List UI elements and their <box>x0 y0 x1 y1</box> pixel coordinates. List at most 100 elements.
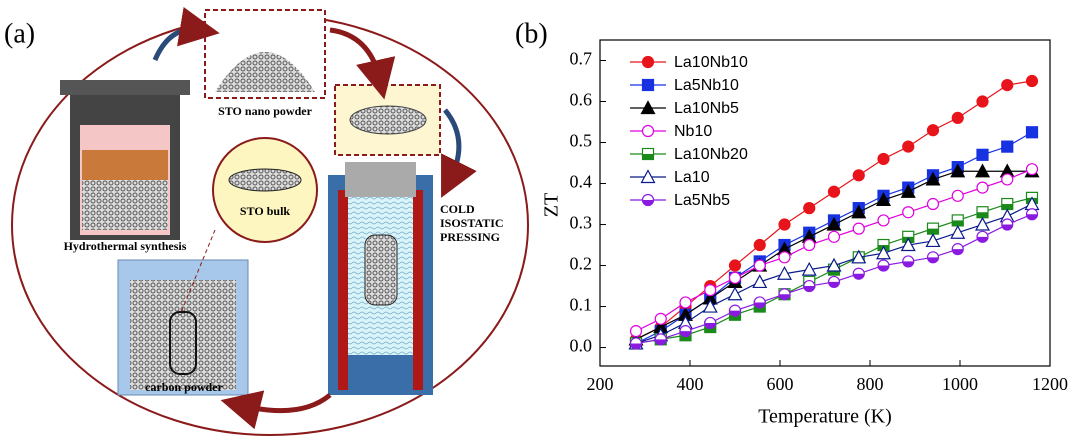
x-tick-label: 200 <box>587 374 614 394</box>
arrow <box>152 6 220 62</box>
data-point <box>1001 173 1014 186</box>
x-tick-label: 600 <box>767 374 794 394</box>
data-point <box>900 183 916 198</box>
x-tick-label: 1000 <box>942 374 978 394</box>
marker-half <box>680 335 691 341</box>
powder <box>215 52 315 92</box>
label: ISOSTATIC <box>440 216 504 230</box>
legend-label: La10Nb10 <box>674 54 748 71</box>
data-point <box>752 274 768 289</box>
marker-half <box>977 212 988 218</box>
data-point <box>877 214 890 227</box>
data-point <box>976 148 989 161</box>
legend-marker <box>641 124 655 138</box>
data-point <box>925 171 941 186</box>
x-tick-label: 800 <box>857 374 884 394</box>
data-point <box>852 222 865 235</box>
y-tick-label: 0.1 <box>570 295 593 315</box>
arrow <box>220 390 332 430</box>
marker-half <box>1001 204 1013 210</box>
marker-half <box>1001 224 1013 231</box>
data-point <box>900 237 916 252</box>
wall <box>413 190 423 390</box>
zoom-line <box>179 229 216 316</box>
data-point <box>753 238 766 252</box>
label: STO bulk <box>240 204 290 218</box>
data-point <box>827 185 841 198</box>
panel-label: (b) <box>515 18 548 49</box>
marker-half <box>704 322 716 329</box>
data-point <box>704 284 717 297</box>
data-point <box>679 296 692 309</box>
data-point <box>654 312 667 325</box>
marker-half <box>828 269 840 276</box>
y-tick-label: 0.2 <box>570 254 593 274</box>
plot-frame <box>599 39 1051 367</box>
legend-label: La10 <box>674 169 710 186</box>
data-point <box>776 265 793 280</box>
marker-half <box>642 154 654 160</box>
x-tick-label: 400 <box>677 374 704 394</box>
sample <box>169 311 197 375</box>
lid <box>60 80 190 95</box>
marker-half <box>754 302 766 308</box>
data-point <box>951 111 964 125</box>
data-point <box>926 197 940 211</box>
marker-half <box>655 339 667 345</box>
data-point <box>702 298 718 313</box>
data-point <box>875 245 892 260</box>
piston <box>345 162 416 197</box>
data-point <box>877 152 890 166</box>
data-point <box>902 206 915 219</box>
data-point <box>950 224 966 239</box>
data-point <box>778 218 791 231</box>
legend-label: La5Nb5 <box>674 192 730 209</box>
data-point <box>851 249 867 264</box>
marker-half <box>878 265 889 272</box>
marker-half <box>952 220 964 226</box>
marker-half <box>754 306 766 313</box>
pellet <box>349 105 427 135</box>
y-tick-label: 0.4 <box>570 172 593 192</box>
solution <box>82 150 168 180</box>
marker-half <box>729 314 741 321</box>
arrow <box>329 27 396 100</box>
data-point <box>926 124 940 137</box>
y-axis-label: ZT <box>541 193 563 217</box>
arrow <box>441 108 477 198</box>
bulk <box>228 168 302 192</box>
data-point <box>629 325 643 338</box>
marker-half <box>902 261 914 267</box>
data-point <box>1025 163 1039 176</box>
data-point <box>875 192 892 207</box>
legend-label: Nb10 <box>674 123 712 140</box>
label: carbon powder <box>145 380 223 394</box>
data-point <box>974 216 991 231</box>
legend-marker <box>640 169 656 184</box>
data-point <box>827 230 841 243</box>
panel-label: (a) <box>4 18 35 49</box>
label: STO nano powder <box>218 104 312 118</box>
marker-half <box>704 327 716 333</box>
marker-half <box>1026 214 1038 220</box>
y-tick-label: 0.6 <box>570 90 593 110</box>
y-tick-label: 0.0 <box>570 336 593 356</box>
legend-marker <box>641 78 655 92</box>
marker-half <box>927 257 939 263</box>
marker-half <box>952 249 964 255</box>
data-point <box>1001 140 1014 153</box>
data-point <box>852 169 865 182</box>
data-point <box>826 257 842 272</box>
marker-half <box>779 294 790 300</box>
data-point <box>801 261 817 276</box>
data-point <box>728 271 742 284</box>
y-tick-label: 0.3 <box>570 213 593 233</box>
y-tick-label: 0.7 <box>570 49 593 69</box>
legend-marker <box>640 100 656 115</box>
x-tick-label: 1200 <box>1032 374 1068 394</box>
marker-half <box>853 273 865 280</box>
data-point <box>976 95 989 108</box>
data-point <box>803 202 816 215</box>
marker-half <box>927 228 939 235</box>
legend-label: La5Nb10 <box>674 77 739 94</box>
